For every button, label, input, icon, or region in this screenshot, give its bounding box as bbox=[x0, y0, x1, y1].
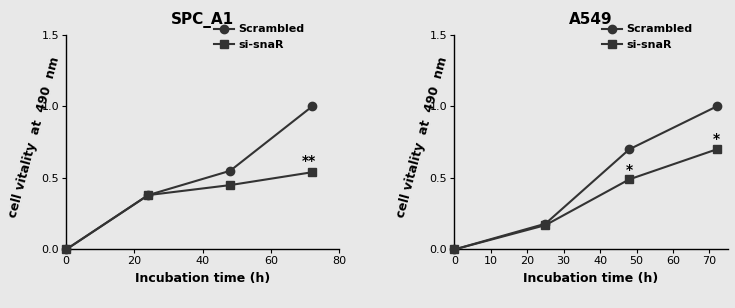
Title: SPC_A1: SPC_A1 bbox=[171, 12, 234, 27]
Text: **: ** bbox=[301, 154, 316, 168]
Y-axis label: cell vitality  at  490  nm: cell vitality at 490 nm bbox=[6, 55, 62, 219]
Scrambled bbox=[308, 104, 317, 108]
Line: si-snaR: si-snaR bbox=[450, 145, 721, 254]
Y-axis label: cell vitality  at  490  nm: cell vitality at 490 nm bbox=[394, 55, 450, 219]
Scrambled bbox=[144, 193, 153, 197]
Scrambled bbox=[450, 248, 459, 251]
si-snaR bbox=[62, 248, 71, 251]
Line: Scrambled: Scrambled bbox=[62, 102, 316, 254]
si-snaR bbox=[144, 193, 153, 197]
Legend: Scrambled, si-snaR: Scrambled, si-snaR bbox=[602, 24, 692, 50]
Line: si-snaR: si-snaR bbox=[62, 168, 316, 254]
si-snaR bbox=[450, 248, 459, 251]
Scrambled bbox=[712, 104, 721, 108]
Line: Scrambled: Scrambled bbox=[450, 102, 721, 254]
Scrambled bbox=[625, 148, 634, 151]
Legend: Scrambled, si-snaR: Scrambled, si-snaR bbox=[214, 24, 304, 50]
si-snaR bbox=[226, 183, 234, 187]
Scrambled bbox=[62, 248, 71, 251]
si-snaR bbox=[308, 170, 317, 174]
Title: A549: A549 bbox=[569, 12, 613, 26]
X-axis label: Incubation time (h): Incubation time (h) bbox=[135, 272, 270, 285]
si-snaR bbox=[625, 177, 634, 181]
si-snaR bbox=[712, 148, 721, 151]
Text: *: * bbox=[625, 163, 633, 176]
Scrambled bbox=[226, 169, 234, 173]
X-axis label: Incubation time (h): Incubation time (h) bbox=[523, 272, 659, 285]
Scrambled bbox=[541, 222, 550, 225]
si-snaR bbox=[541, 223, 550, 227]
Text: *: * bbox=[713, 132, 720, 147]
